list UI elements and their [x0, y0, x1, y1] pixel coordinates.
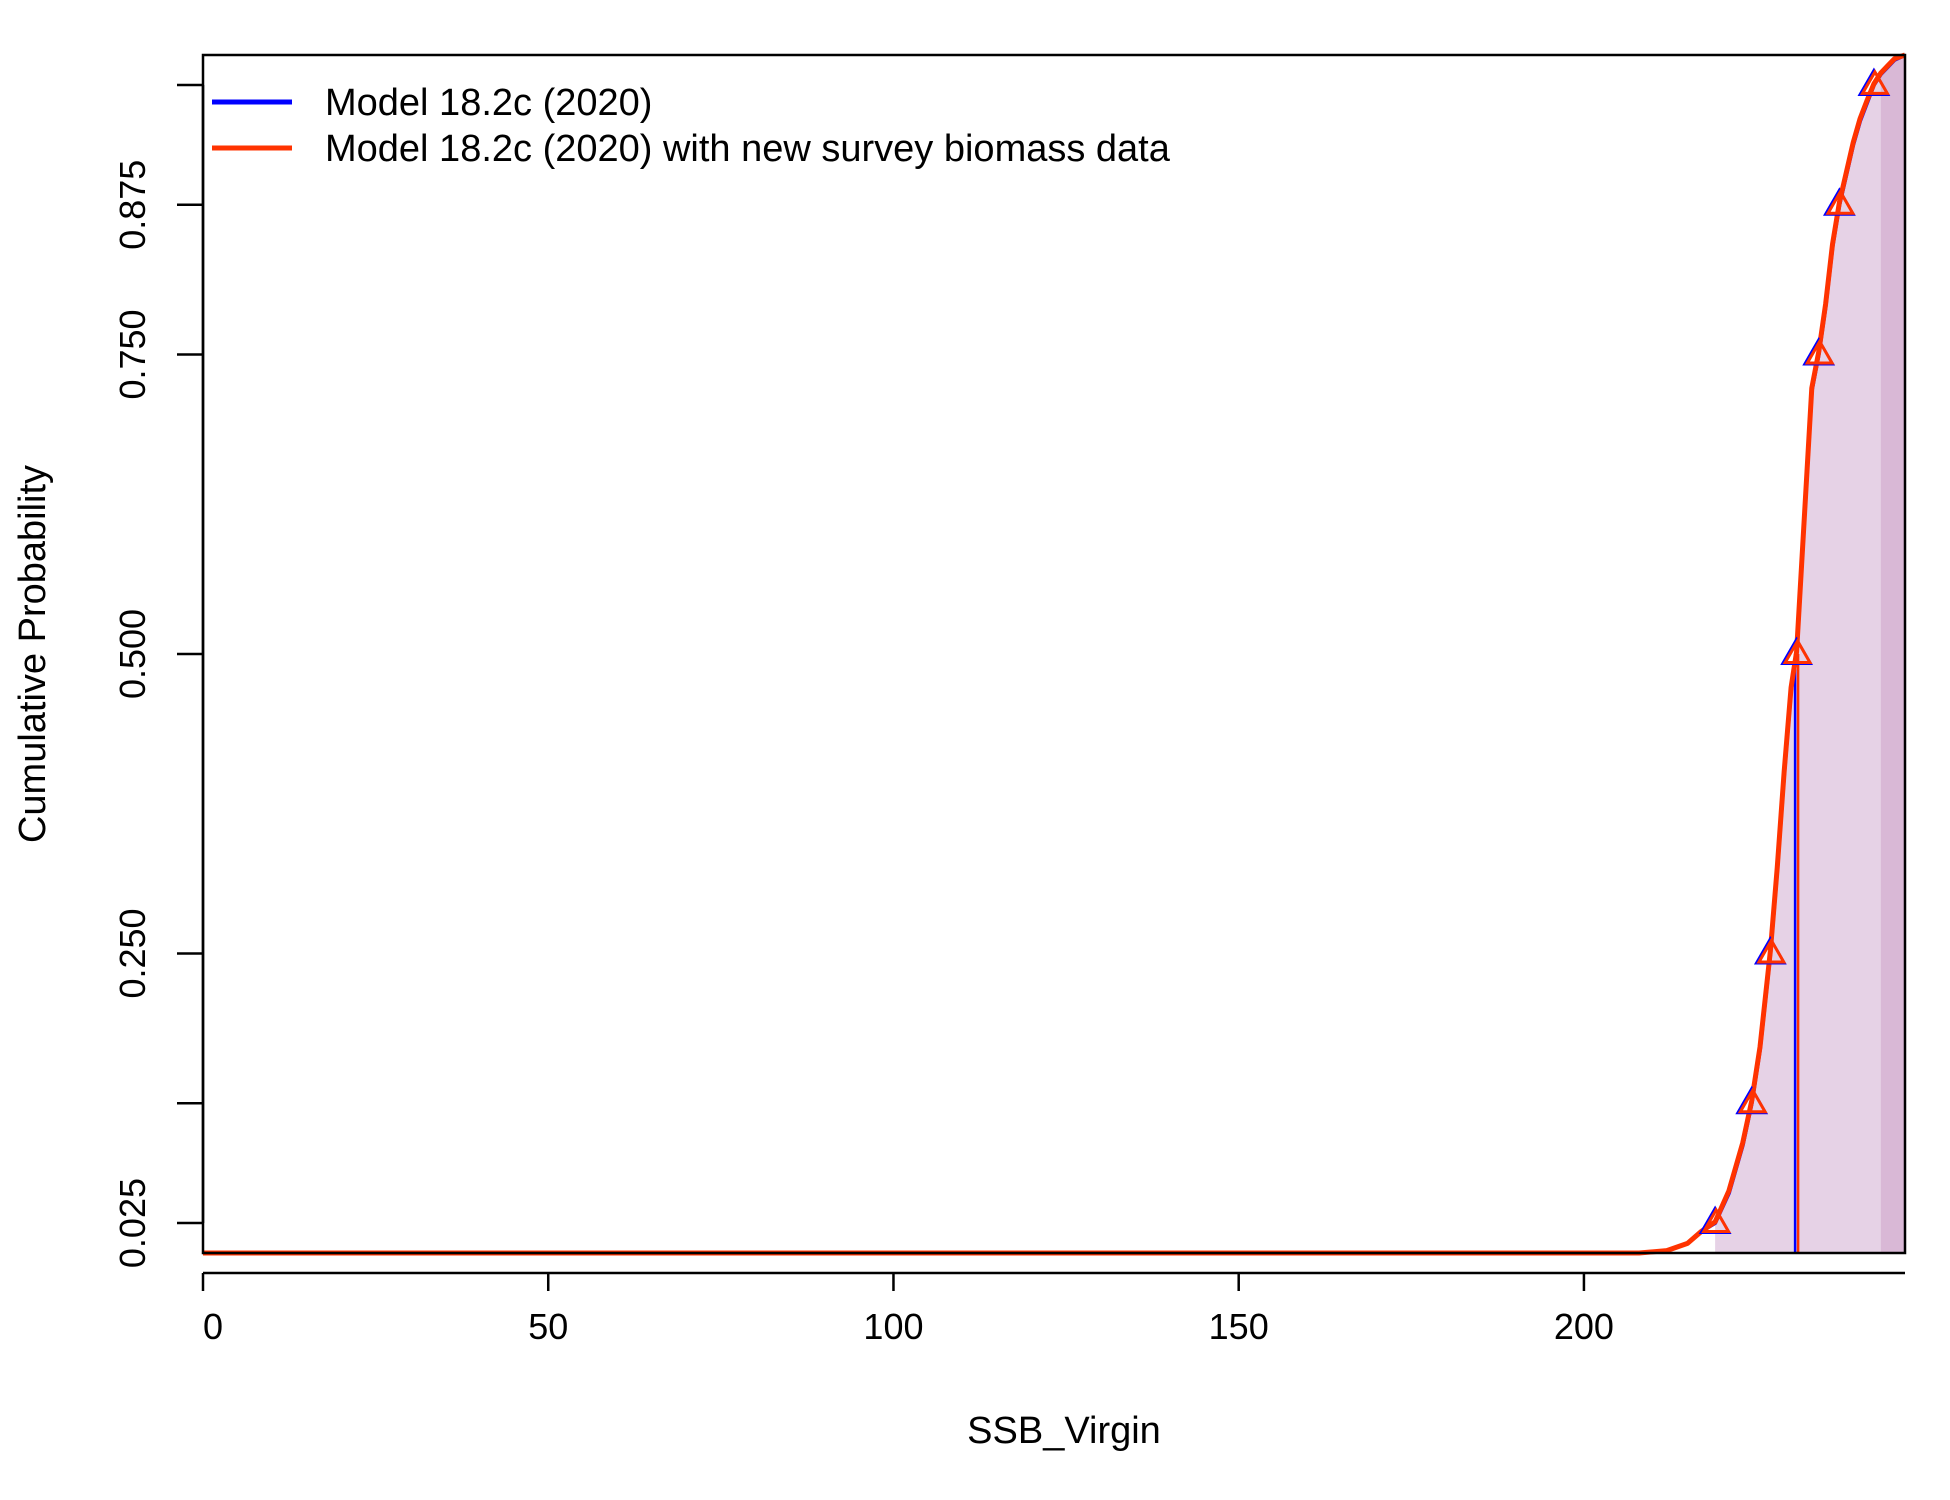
series-line-2: [203, 52, 1906, 1256]
y-tick-label: 0.750: [112, 309, 153, 399]
x-axis-title: SSB_Virgin: [967, 1410, 1161, 1452]
quantile-marker-red: [1859, 68, 1890, 95]
series-lines: [203, 52, 1906, 1256]
median-lines: [1793, 654, 1800, 1253]
quantile-marker-red: [1701, 1207, 1732, 1233]
quantile-marker-red: [1825, 188, 1856, 215]
y-tick-label: 0.025: [112, 1178, 153, 1268]
legend-label-2: Model 18.2c (2020) with new survey bioma…: [325, 128, 1171, 170]
x-tick-label: 200: [1554, 1306, 1614, 1347]
quantile-marker-red: [1756, 937, 1787, 964]
y-tick-label: 0.875: [112, 160, 153, 250]
x-tick-label: 100: [863, 1306, 923, 1347]
quantile-markers: [1698, 67, 1891, 1235]
y-tick-label: 0.500: [112, 609, 153, 699]
legend: Model 18.2c (2020)Model 18.2c (2020) wit…: [212, 82, 1171, 170]
series-line-1: [203, 53, 1906, 1255]
x-tick-label: 0: [203, 1306, 223, 1347]
y-axis: 0.025 0.250 0.500 0.750 0.875: [112, 83, 205, 1268]
legend-label-1: Model 18.2c (2020): [325, 82, 652, 124]
plot-frame: [201, 53, 1907, 1255]
shaded-area: [1715, 55, 1905, 1253]
quantile-marker-red: [1804, 338, 1835, 365]
x-tick-label: 150: [1209, 1306, 1269, 1347]
y-tick-label: 0.250: [112, 908, 153, 998]
y-axis-title: Cumulative Probability: [12, 465, 54, 843]
x-tick-label: 50: [528, 1306, 568, 1347]
quantile-marker-red: [1737, 1087, 1768, 1114]
quantile-marker-red: [1782, 637, 1813, 664]
x-axis: 0 50 100 150 200: [201, 1271, 1905, 1347]
posterior-shaded-region: [1715, 55, 1905, 1253]
upper-tail-band: [1880, 55, 1905, 1253]
